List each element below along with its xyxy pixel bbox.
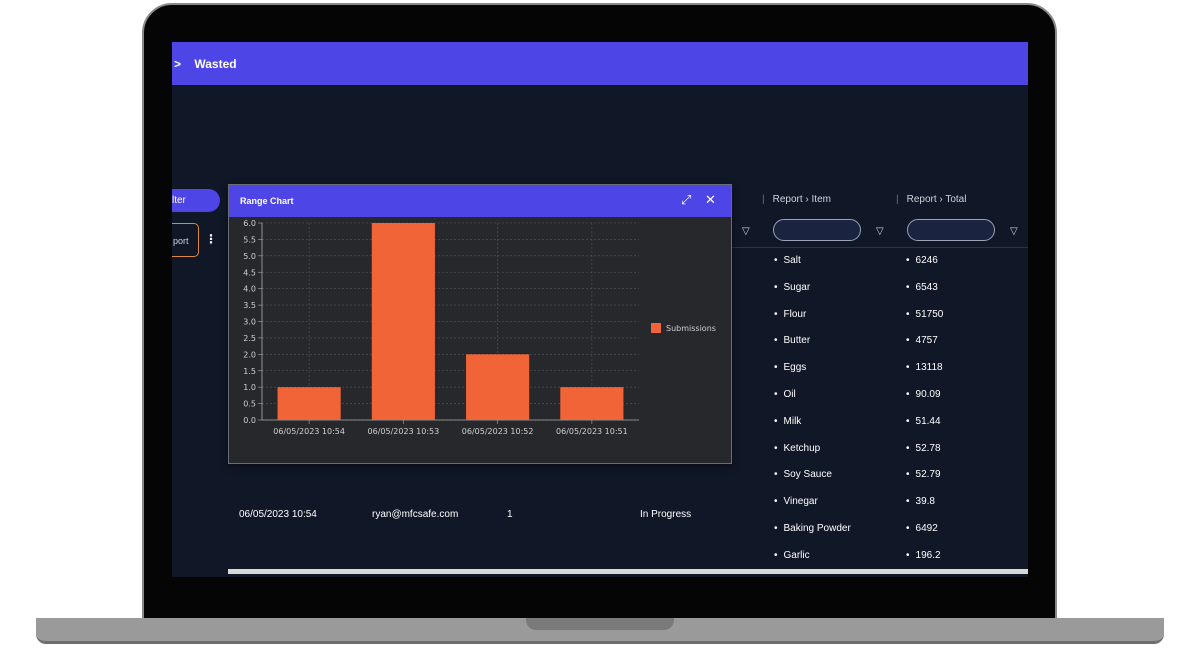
y-tick-label: 3.5 bbox=[243, 301, 256, 310]
column-header-label: Report › Item bbox=[772, 194, 831, 205]
y-tick-label: 6.0 bbox=[243, 219, 256, 228]
total-list: 624665435175047571311890.0951.4452.7852.… bbox=[906, 255, 944, 577]
item-filter-input[interactable] bbox=[773, 219, 861, 241]
list-item: 4757 bbox=[906, 335, 943, 362]
breadcrumb-current[interactable]: Wasted bbox=[194, 57, 237, 71]
filter-funnel-icon[interactable]: ▽ bbox=[876, 226, 884, 237]
legend-label: Submissions bbox=[666, 324, 716, 333]
y-tick-label: 4.0 bbox=[243, 285, 256, 294]
list-item: 196.2 bbox=[906, 550, 943, 577]
list-item: Ketchup bbox=[774, 443, 851, 470]
legend-swatch bbox=[651, 323, 661, 333]
top-bar: > Wasted bbox=[172, 42, 1028, 85]
y-tick-label: 1.5 bbox=[243, 367, 256, 376]
modal-header: Range Chart ⤢ ✕ bbox=[229, 185, 731, 217]
list-item: 6246 bbox=[906, 255, 943, 282]
y-tick-label: 0.5 bbox=[243, 400, 256, 409]
y-tick-label: 5.5 bbox=[243, 235, 256, 244]
row-email: ryan@mfcsafe.com bbox=[372, 509, 459, 520]
breadcrumb-separator: > bbox=[174, 57, 182, 71]
y-tick-label: 1.0 bbox=[243, 383, 256, 392]
list-item: Flour bbox=[774, 309, 851, 336]
list-item: Eggs bbox=[774, 362, 851, 389]
more-options-icon[interactable]: ⋮ bbox=[205, 232, 217, 246]
list-item: 52.78 bbox=[906, 443, 943, 470]
list-item: 51750 bbox=[906, 309, 944, 336]
y-tick-label: 2.5 bbox=[243, 334, 256, 343]
column-header-label: Report › Total bbox=[906, 194, 967, 205]
filter-button[interactable]: lter bbox=[172, 189, 220, 212]
expand-icon[interactable]: ⤢ bbox=[681, 192, 692, 207]
item-list: SaltSugarFlourButterEggsOilMilkKetchupSo… bbox=[774, 255, 851, 577]
header-divider bbox=[732, 247, 1028, 248]
app-screen: > Wasted lter port ⋮ | Report › Item | Rep… bbox=[172, 42, 1028, 577]
filter-funnel-icon[interactable]: ▽ bbox=[1010, 226, 1018, 237]
list-item: 51.44 bbox=[906, 416, 943, 443]
y-tick-label: 2.0 bbox=[243, 350, 256, 359]
list-item: 90.09 bbox=[906, 389, 943, 416]
list-item: 6492 bbox=[906, 523, 943, 550]
modal-title: Range Chart bbox=[240, 196, 294, 206]
list-item: Soy Sauce bbox=[774, 469, 851, 496]
range-chart-modal: Range Chart ⤢ ✕ 0.0 0.5 1.0 1.5 2.0 2.5 3.0 3.5… bbox=[228, 184, 732, 464]
y-tick-label: 3.0 bbox=[243, 318, 256, 327]
list-item: 52.79 bbox=[906, 469, 943, 496]
list-item: Garlic bbox=[774, 550, 851, 577]
list-item: 6543 bbox=[906, 282, 943, 309]
laptop-notch bbox=[526, 618, 674, 630]
total-filter-input[interactable] bbox=[907, 219, 995, 241]
x-tick-label: 06/05/2023 10:51 bbox=[556, 427, 628, 436]
y-tick-label: 4.5 bbox=[243, 268, 256, 277]
list-item: Oil bbox=[774, 389, 851, 416]
bar-2 bbox=[466, 354, 530, 420]
breadcrumb: > Wasted bbox=[174, 57, 237, 71]
report-button[interactable]: port bbox=[172, 223, 199, 257]
bar-1 bbox=[371, 223, 435, 420]
column-header-item[interactable]: | Report › Item bbox=[762, 194, 831, 205]
bar-3 bbox=[560, 387, 624, 420]
column-header-total[interactable]: | Report › Total bbox=[896, 194, 967, 205]
list-item: Sugar bbox=[774, 282, 851, 309]
list-item: Vinegar bbox=[774, 496, 851, 523]
horizontal-scrollbar[interactable] bbox=[228, 569, 1028, 574]
y-tick-label: 5.0 bbox=[243, 252, 256, 261]
bar-0 bbox=[277, 387, 341, 420]
range-chart: 0.0 0.5 1.0 1.5 2.0 2.5 3.0 3.5 4.0 4.5 5.0 5.5 6.0 0… bbox=[243, 219, 716, 436]
x-tick-label: 06/05/2023 10:54 bbox=[273, 427, 345, 436]
list-item: Butter bbox=[774, 335, 851, 362]
y-tick-label: 0.0 bbox=[243, 416, 256, 425]
x-tick-label: 06/05/2023 10:52 bbox=[462, 427, 534, 436]
row-count: 1 bbox=[507, 509, 513, 520]
list-item: Baking Powder bbox=[774, 523, 851, 550]
list-item: Milk bbox=[774, 416, 851, 443]
row-status: In Progress bbox=[640, 509, 692, 520]
list-item: 39.8 bbox=[906, 496, 943, 523]
x-tick-label: 06/05/2023 10:53 bbox=[368, 427, 440, 436]
list-item: Salt bbox=[774, 255, 851, 282]
list-item: 13118 bbox=[906, 362, 943, 389]
row-date: 06/05/2023 10:54 bbox=[239, 509, 317, 520]
filter-funnel-icon[interactable]: ▽ bbox=[742, 226, 750, 237]
close-icon[interactable]: ✕ bbox=[705, 192, 716, 207]
